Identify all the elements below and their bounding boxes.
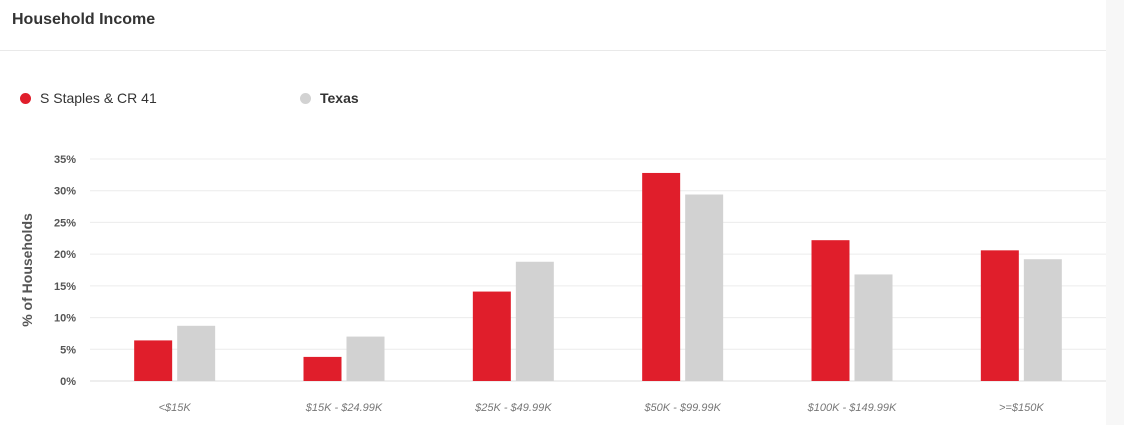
x-tick-label: <$15K (159, 402, 192, 414)
y-tick-label: 0% (60, 376, 76, 388)
legend-label-series-2: Texas (320, 90, 359, 106)
y-tick-label: 10% (54, 313, 76, 325)
legend-item-series-1[interactable]: S Staples & CR 41 (20, 90, 157, 106)
x-tick-label: >=$150K (999, 402, 1044, 414)
bar-series-1-0[interactable] (134, 340, 173, 381)
bar-series-1-3[interactable] (642, 172, 681, 381)
y-tick-label: 30% (54, 186, 76, 198)
legend-dot-series-2 (300, 92, 311, 104)
y-tick-label: 20% (54, 249, 76, 261)
bar-chart: 0% 5% 10% 15% 20% 25% 30% 35% <$15K $15K - $24.9… (54, 154, 1106, 414)
legend-item-series-2[interactable]: Texas (300, 90, 359, 106)
bar-series-2-3[interactable] (685, 194, 724, 381)
y-tick-label: 5% (60, 344, 76, 356)
bar-series-2-2[interactable] (515, 261, 554, 381)
bar-series-1-1[interactable] (303, 356, 342, 381)
legend-label-series-1: S Staples & CR 41 (40, 90, 157, 106)
bar-series-1-4[interactable] (811, 240, 850, 381)
x-tick-label: $100K - $149.99K (807, 402, 897, 414)
y-tick-label: 35% (54, 154, 76, 166)
panel-title: Household Income (12, 11, 156, 28)
bar-series-2-1[interactable] (346, 336, 385, 381)
bar-series-1-2[interactable] (472, 291, 511, 381)
y-axis-ticks: 0% 5% 10% 15% 20% 25% 30% 35% (54, 154, 76, 388)
panel-header: Household Income (0, 0, 1106, 51)
bar-series-2-4[interactable] (854, 274, 893, 381)
bar-series-1-5[interactable] (980, 250, 1019, 381)
y-tick-label: 25% (54, 217, 76, 229)
grid-lines (90, 158, 1106, 382)
bar-series-2-5[interactable] (1023, 259, 1062, 381)
x-axis-ticks: <$15K $15K - $24.99K $25K - $49.99K $50K - … (159, 402, 1045, 414)
x-tick-label: $25K - $49.99K (474, 402, 552, 414)
y-tick-label: 15% (54, 281, 76, 293)
bar-series-2-0[interactable] (177, 325, 216, 381)
x-tick-label: $50K - $99.99K (643, 402, 721, 414)
bars (134, 172, 1062, 381)
page-edge (1106, 0, 1124, 425)
legend-dot-series-1 (20, 92, 31, 104)
x-tick-label: $15K - $24.99K (305, 402, 383, 414)
